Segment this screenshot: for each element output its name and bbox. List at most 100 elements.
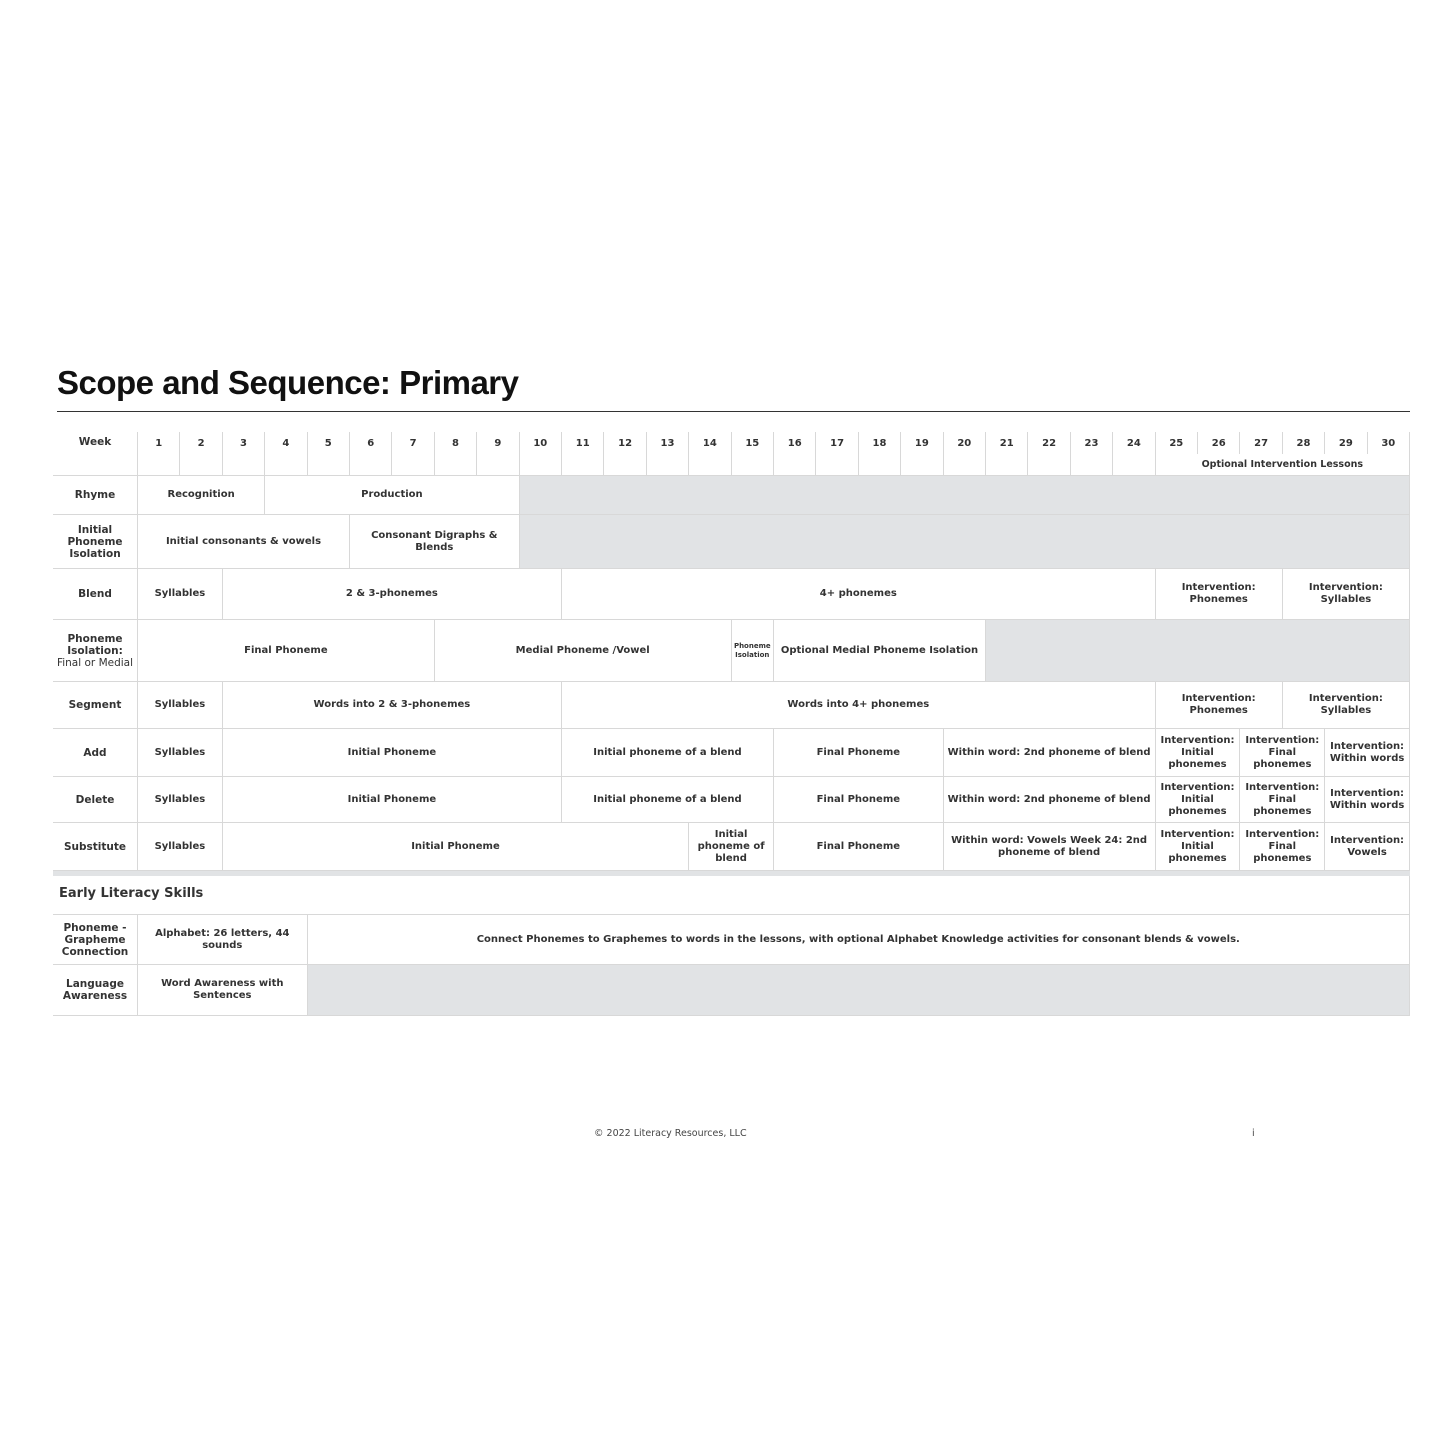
week-number: 1: [138, 432, 181, 476]
inactive-cell: [519, 476, 1410, 515]
week-number: 10: [519, 432, 562, 476]
curriculum-cell: Intervention: Syllables: [1282, 569, 1410, 620]
page-title: Scope and Sequence: Primary: [57, 364, 519, 401]
inactive-cell: [986, 620, 1410, 682]
curriculum-cell: Within word: 2nd phoneme of blend: [943, 777, 1156, 823]
curriculum-cell: 2 & 3-phonemes: [222, 569, 562, 620]
week-number: 2: [180, 432, 223, 476]
week-number: 11: [562, 432, 605, 476]
curriculum-cell: Within word: 2nd phoneme of blend: [943, 729, 1156, 777]
curriculum-cell: Syllables: [138, 729, 223, 777]
curriculum-cell: Syllables: [138, 682, 223, 729]
week-number: 8: [434, 432, 478, 476]
curriculum-cell: Intervention: Final phonemes: [1240, 823, 1326, 871]
section-divider: [53, 871, 1410, 876]
week-number: 29: [1325, 432, 1368, 454]
row-label: Phoneme - Grapheme Connection: [53, 915, 138, 965]
curriculum-cell: Within word: Vowels Week 24: 2nd phoneme…: [943, 823, 1156, 871]
week-number: 5: [307, 432, 350, 476]
week-number: 17: [816, 432, 859, 476]
row-label-text: Segment: [68, 699, 122, 711]
row-label: Rhyme: [53, 476, 138, 515]
curriculum-cell: Final Phoneme: [138, 620, 435, 682]
inactive-cell: [519, 515, 1410, 569]
page-number: i: [1252, 1128, 1255, 1139]
row-label-text: Add: [83, 746, 107, 759]
curriculum-cell: Intervention: Initial phonemes: [1155, 823, 1241, 871]
week-number: 19: [901, 432, 944, 476]
row-label: Substitute: [53, 823, 138, 871]
curriculum-cell: Final Phoneme: [774, 729, 944, 777]
row-label-text: Initial Phoneme Isolation: [67, 523, 123, 560]
curriculum-cell: Recognition: [138, 476, 266, 515]
footer-copyright: © 2022 Literacy Resources, LLC: [594, 1128, 747, 1139]
row-label: Initial Phoneme Isolation: [53, 515, 138, 569]
curriculum-cell: Intervention: Phonemes: [1155, 569, 1283, 620]
curriculum-cell: 4+ phonemes: [562, 569, 1156, 620]
optional-intervention-label: Optional Intervention Lessons: [1155, 454, 1410, 476]
curriculum-cell: Final Phoneme: [774, 823, 944, 871]
week-number: 9: [477, 432, 520, 476]
curriculum-cell: Word Awareness with Sentences: [138, 965, 308, 1016]
week-number: 16: [774, 432, 817, 476]
row-label: Phoneme Isolation: Final or Medial: [53, 620, 138, 682]
curriculum-cell: Consonant Digraphs & Blends: [350, 515, 520, 569]
row-label-text: Phoneme - Grapheme Connection: [61, 921, 129, 958]
curriculum-cell: Initial Phoneme: [222, 777, 562, 823]
curriculum-cell: Optional Medial Phoneme Isolation: [774, 620, 986, 682]
week-number: 22: [1028, 432, 1071, 476]
curriculum-cell: Initial phoneme of blend: [689, 823, 774, 871]
row-sublabel: Final or Medial: [56, 656, 134, 669]
curriculum-cell: Intervention: Phonemes: [1155, 682, 1283, 729]
week-number: 25: [1156, 432, 1198, 454]
row-label-text: Substitute: [63, 840, 127, 853]
curriculum-cell: Syllables: [138, 823, 223, 871]
week-number: 30: [1368, 432, 1410, 454]
curriculum-cell: Initial Phoneme: [222, 823, 690, 871]
inactive-cell: [307, 965, 1410, 1016]
week-number: 20: [943, 432, 986, 476]
curriculum-cell: Intervention: Vowels: [1325, 823, 1410, 871]
week-number: 3: [222, 432, 266, 476]
curriculum-cell: Alphabet: 26 letters, 44 sounds: [138, 915, 308, 965]
week-number: 26: [1198, 432, 1241, 454]
curriculum-cell: Syllables: [138, 777, 223, 823]
week-header-label: Week: [53, 432, 138, 476]
week-number: 6: [350, 432, 393, 476]
curriculum-cell: Initial phoneme of a blend: [562, 777, 774, 823]
row-label-text: Rhyme: [74, 489, 116, 501]
row-label-text: Phoneme Isolation:: [67, 632, 123, 657]
title-divider: [57, 411, 1410, 412]
curriculum-cell: Intervention: Within words: [1325, 729, 1410, 777]
row-label: Segment: [53, 682, 138, 729]
curriculum-cell: Final Phoneme: [774, 777, 944, 823]
row-label: Add: [53, 729, 138, 777]
curriculum-cell: Medial Phoneme /Vowel: [434, 620, 732, 682]
curriculum-cell: Intervention: Final phonemes: [1240, 729, 1326, 777]
row-label: Language Awareness: [53, 965, 138, 1016]
row-label-text: Language Awareness: [62, 978, 128, 1002]
section-header-row: [53, 876, 1410, 915]
section-title-early-literacy: Early Literacy Skills: [59, 886, 204, 901]
week-number: 27: [1240, 432, 1283, 454]
curriculum-cell: Phoneme Isolation: [731, 620, 774, 682]
curriculum-cell: Syllables: [138, 569, 223, 620]
week-number: 24: [1113, 432, 1156, 476]
curriculum-cell: Initial phoneme of a blend: [562, 729, 774, 777]
curriculum-cell: Intervention: Initial phonemes: [1155, 777, 1241, 823]
week-number: 23: [1070, 432, 1114, 476]
curriculum-cell: Production: [265, 476, 520, 515]
week-number: 15: [731, 432, 774, 476]
week-number: 7: [392, 432, 435, 476]
row-label: Delete: [53, 777, 138, 823]
curriculum-cell: Intervention: Final phonemes: [1240, 777, 1326, 823]
row-label-text: Blend: [78, 588, 112, 600]
week-number: 21: [986, 432, 1029, 476]
week-number: 4: [265, 432, 308, 476]
curriculum-cell: Intervention: Within words: [1325, 777, 1410, 823]
curriculum-cell: Words into 4+ phonemes: [562, 682, 1156, 729]
curriculum-cell: Initial Phoneme: [222, 729, 562, 777]
curriculum-cell: Intervention: Initial phonemes: [1155, 729, 1241, 777]
week-number: 14: [689, 432, 732, 476]
